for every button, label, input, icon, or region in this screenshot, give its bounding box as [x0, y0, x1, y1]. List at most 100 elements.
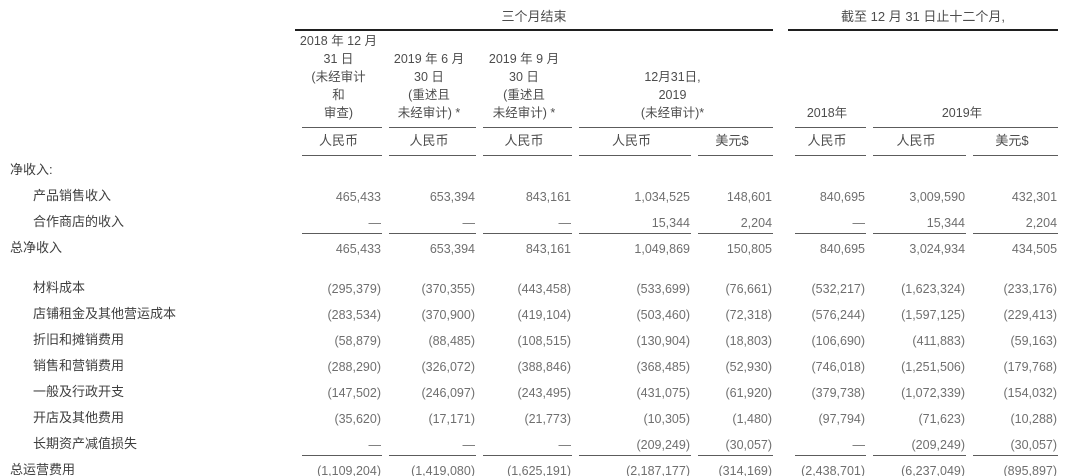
date-header-line: 2018 年 12 月 [299, 34, 378, 48]
cell-value: 840,695 [819, 190, 866, 204]
cell-value: (108,515) [517, 334, 571, 348]
table-row: 店铺租金及其他营运成本 (283,534) (370,900) (419,104) (5… [0, 300, 1080, 326]
table-row: 净收入: [0, 156, 1080, 182]
date-header-row: 2018 年 12 月 31 日 (未经审计和审查) 2019 年 6 月 30 日 (重… [0, 31, 1080, 128]
cell-value: 840,695 [819, 242, 866, 256]
cell-value: (61,920) [725, 386, 773, 400]
row-label: 店铺租金及其他营运成本 [33, 306, 177, 321]
cell-value: 843,161 [525, 190, 571, 204]
cell-value: (283,534) [327, 308, 381, 322]
gap-cell [773, 378, 788, 404]
cell-value: — [382, 430, 476, 456]
row-label: 长期资产减值损失 [33, 436, 138, 451]
margin-cell [1058, 300, 1080, 326]
cell-value: (419,104) [517, 308, 571, 322]
row-label: 开店及其他费用 [33, 410, 125, 425]
cell-value: (370,900) [421, 308, 475, 322]
cell-value: 465,433 [335, 190, 381, 204]
cell-value [966, 156, 1058, 182]
corner-cell [0, 0, 295, 31]
cell-value: (10,288) [1010, 412, 1058, 426]
cell-value: 434,505 [1011, 242, 1058, 256]
cell-value: (379,738) [811, 386, 866, 400]
cell-value: (233,176) [1003, 282, 1058, 296]
margin-cell [1058, 352, 1080, 378]
row-label: 合作商店的收入 [33, 214, 125, 229]
margin-cell [1058, 31, 1080, 128]
cell-value: (179,768) [1003, 360, 1058, 374]
table-row: 材料成本 (295,379) (370,355) (443,458) (533,699)… [0, 274, 1080, 300]
cell-value: (130,904) [636, 334, 690, 348]
cell-value: (35,620) [334, 412, 381, 426]
cell-value: (76,661) [725, 282, 773, 296]
date-header-line: 2019 年 9 月 [488, 52, 560, 66]
row-label: 材料成本 [33, 280, 86, 295]
cell-value: (314,169) [691, 456, 773, 476]
cell-value: (209,249) [572, 430, 691, 456]
cell-value: 653,394 [429, 190, 475, 204]
cell-value: 1,049,869 [634, 242, 690, 256]
cell-value: (229,413) [1003, 308, 1058, 322]
row-label: 销售和营销费用 [33, 358, 125, 373]
cell-value: (58,879) [334, 334, 381, 348]
cell-value: (106,690) [811, 334, 866, 348]
cell-value: 2,204 [691, 208, 774, 234]
cell-value: (52,930) [725, 360, 773, 374]
group-header-twelve-months-ended: 截至 12 月 31 日止十二个月, [788, 0, 1059, 31]
cell-value: (411,883) [912, 334, 966, 348]
margin-cell [1058, 326, 1080, 352]
date-header-line: 审查) [323, 106, 354, 120]
gap-cell [773, 404, 788, 430]
date-header: 2019 年 6 月 30 日 (重述且 未经审计) * [382, 31, 476, 128]
group-header-row: 三个月结束 截至 12 月 31 日止十二个月, [0, 0, 1080, 31]
cell-value: 2,204 [966, 208, 1059, 234]
date-header-line: 31 日 [323, 52, 354, 66]
cell-value: (2,438,701) [788, 456, 866, 476]
cell-value: (368,485) [636, 360, 690, 374]
row-label: 产品销售收入 [33, 188, 112, 203]
cell-value: (503,460) [636, 308, 690, 322]
cell-value: (746,018) [811, 360, 866, 374]
row-label: 折旧和摊销费用 [33, 332, 125, 347]
cell-value: (243,495) [517, 386, 571, 400]
cell-value: 465,433 [335, 242, 381, 256]
cell-value [691, 156, 773, 182]
spacer-row [0, 260, 1080, 274]
cell-value: (59,163) [1010, 334, 1058, 348]
cell-value: (895,897) [966, 456, 1058, 476]
group-header-three-months-ended: 三个月结束 [295, 0, 774, 31]
currency-header: 人民币 [476, 128, 572, 156]
cell-value: (1,072,339) [901, 386, 966, 400]
cell-value: 15,344 [572, 208, 691, 234]
date-header-line: (重述且 [408, 88, 450, 102]
cell-value: — [382, 208, 476, 234]
currency-header: 人民币 [572, 128, 691, 156]
date-header-line: 12月31日, [644, 70, 701, 84]
date-header-line: 2019年 [941, 106, 983, 120]
cell-value [295, 156, 382, 182]
currency-header: 美元$ [966, 128, 1059, 156]
cell-value: (1,419,080) [382, 456, 476, 476]
cell-value: (246,097) [421, 386, 475, 400]
margin-cell [1058, 156, 1080, 182]
cell-value: — [295, 430, 382, 456]
cell-value: 1,034,525 [634, 190, 690, 204]
table-row: 开店及其他费用 (35,620) (17,171) (21,773) (10,305) (… [0, 404, 1080, 430]
cell-value: (88,485) [428, 334, 475, 348]
cell-value: (1,625,191) [476, 456, 572, 476]
cell-value: (72,318) [725, 308, 773, 322]
spacer-cell [0, 260, 1080, 274]
cell-value: (576,244) [811, 308, 866, 322]
gap-cell [773, 128, 788, 156]
cell-value: — [476, 430, 572, 456]
cell-value: (1,597,125) [901, 308, 966, 322]
cell-value: (21,773) [524, 412, 571, 426]
table-row: 折旧和摊销费用 (58,879) (88,485) (108,515) (130,904… [0, 326, 1080, 352]
cell-value: 3,009,590 [909, 190, 966, 204]
row-label: 总净收入 [10, 240, 63, 255]
table-row: 销售和营销费用 (288,290) (326,072) (388,846) (368,4… [0, 352, 1080, 378]
cell-value: (30,057) [691, 430, 774, 456]
row-label-spacer [0, 31, 295, 128]
cell-value: (288,290) [327, 360, 381, 374]
